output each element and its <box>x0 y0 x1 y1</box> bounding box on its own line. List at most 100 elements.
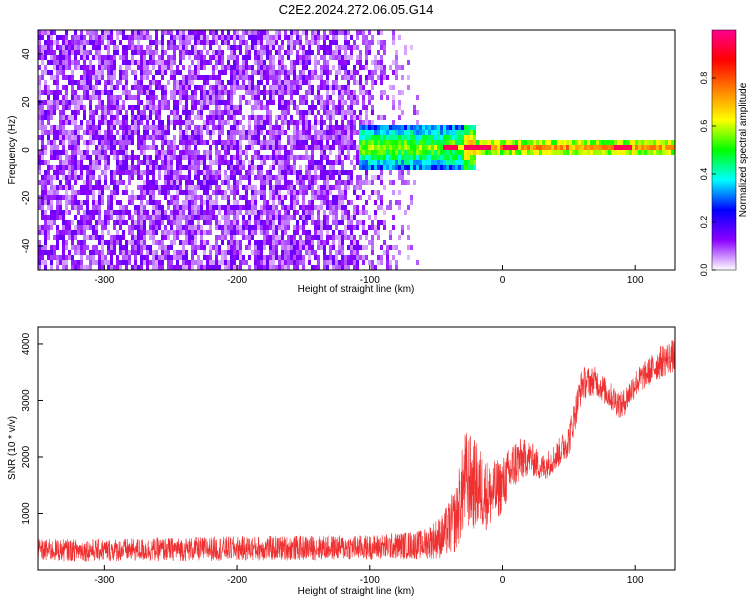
heatmap-cell <box>371 125 374 130</box>
heatmap-cell <box>185 120 188 125</box>
heatmap-cell <box>359 65 362 70</box>
heatmap-cell <box>350 260 353 265</box>
heatmap-cell <box>62 175 65 180</box>
heatmap-cell <box>191 120 194 125</box>
heatmap-cell <box>269 90 272 95</box>
heatmap-cell <box>206 35 209 40</box>
heatmap-cell <box>95 155 98 160</box>
heatmap-cell <box>137 225 140 230</box>
heatmap-cell <box>416 140 419 145</box>
heatmap-cell <box>305 125 308 130</box>
heatmap-cell <box>392 255 395 260</box>
heatmap-cell <box>134 125 137 130</box>
heatmap-cell <box>188 205 191 210</box>
heatmap-cell <box>644 145 647 150</box>
heatmap-cell <box>242 125 245 130</box>
heatmap-cell <box>68 200 71 205</box>
heatmap-cell <box>161 160 164 165</box>
heatmap-cell <box>242 40 245 45</box>
heatmap-cell <box>170 30 173 35</box>
heatmap-cell <box>95 200 98 205</box>
heatmap-cell <box>200 30 203 35</box>
heatmap-cell <box>131 225 134 230</box>
heatmap-cell <box>230 190 233 195</box>
heatmap-cell <box>491 145 494 150</box>
heatmap-cell <box>185 255 188 260</box>
heatmap-cell <box>329 125 332 130</box>
heatmap-cell <box>149 50 152 55</box>
heatmap-cell <box>119 220 122 225</box>
heatmap-cell <box>86 220 89 225</box>
heatmap-cell <box>323 185 326 190</box>
heatmap-cell <box>122 100 125 105</box>
heatmap-cell <box>170 90 173 95</box>
heatmap-cell <box>338 110 341 115</box>
heatmap-cell <box>215 220 218 225</box>
heatmap-cell <box>191 190 194 195</box>
heatmap-cell <box>284 165 287 170</box>
heatmap-cell <box>506 145 509 150</box>
heatmap-cell <box>224 160 227 165</box>
heatmap-cell <box>47 170 50 175</box>
heatmap-cell <box>203 215 206 220</box>
heatmap-cell <box>290 140 293 145</box>
heatmap-cell <box>170 165 173 170</box>
heatmap-cell <box>272 235 275 240</box>
heatmap-cell <box>260 210 263 215</box>
heatmap-cell <box>119 80 122 85</box>
heatmap-cell <box>353 65 356 70</box>
heatmap-cell <box>356 210 359 215</box>
heatmap-cell <box>95 105 98 110</box>
heatmap-cell <box>113 135 116 140</box>
heatmap-cell <box>221 230 224 235</box>
heatmap-cell <box>488 140 491 145</box>
heatmap-cell <box>371 35 374 40</box>
heatmap-cell <box>122 90 125 95</box>
heatmap-cell <box>341 235 344 240</box>
heatmap-cell <box>215 200 218 205</box>
heatmap-cell <box>272 45 275 50</box>
heatmap-cell <box>191 260 194 265</box>
heatmap-cell <box>191 50 194 55</box>
heatmap-cell <box>158 135 161 140</box>
heatmap-cell <box>164 85 167 90</box>
heatmap-cell <box>50 140 53 145</box>
heatmap-cell <box>449 165 452 170</box>
heatmap-cell <box>170 70 173 75</box>
heatmap-cell <box>95 260 98 265</box>
heatmap-cell <box>395 70 398 75</box>
heatmap-cell <box>308 90 311 95</box>
heatmap-cell <box>146 185 149 190</box>
heatmap-cell <box>404 210 407 215</box>
heatmap-cell <box>407 135 410 140</box>
heatmap-cell <box>272 55 275 60</box>
heatmap-cell <box>323 180 326 185</box>
heatmap-cell <box>143 60 146 65</box>
heatmap-cell <box>329 225 332 230</box>
heatmap-cell <box>257 90 260 95</box>
heatmap-cell <box>119 165 122 170</box>
heatmap-cell <box>170 260 173 265</box>
heatmap-cell <box>212 205 215 210</box>
heatmap-cell <box>191 195 194 200</box>
heatmap-cell <box>155 255 158 260</box>
heatmap-cell <box>392 105 395 110</box>
heatmap-cell <box>266 70 269 75</box>
heatmap-cell <box>53 165 56 170</box>
heatmap-cell <box>266 40 269 45</box>
heatmap-cell <box>56 130 59 135</box>
heatmap-cell <box>206 240 209 245</box>
heatmap-cell <box>50 190 53 195</box>
heatmap-cell <box>317 190 320 195</box>
heatmap-cell <box>335 180 338 185</box>
heatmap-cell <box>47 85 50 90</box>
heatmap-cell <box>287 240 290 245</box>
heatmap-cell <box>629 145 632 150</box>
heatmap-cell <box>104 160 107 165</box>
heatmap-cell <box>254 125 257 130</box>
heatmap-cell <box>425 125 428 130</box>
heatmap-cell <box>374 215 377 220</box>
heatmap-cell <box>326 170 329 175</box>
heatmap-cell <box>572 150 575 155</box>
heatmap-cell <box>356 205 359 210</box>
